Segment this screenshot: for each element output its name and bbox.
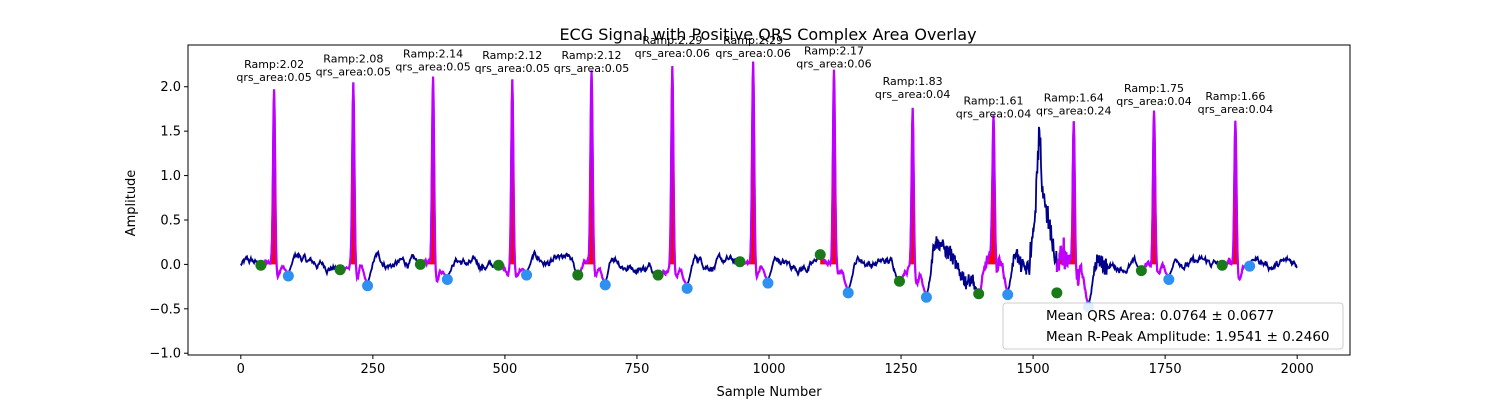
q-onset-marker xyxy=(255,259,267,271)
q-onset-marker xyxy=(334,264,346,276)
x-tick-label: 0 xyxy=(237,362,245,377)
qrs-area-annotation: qrs_area:0.05 xyxy=(316,66,391,79)
s-offset-marker xyxy=(282,270,294,282)
s-offset-marker xyxy=(521,269,533,281)
qrs-segment-line xyxy=(899,107,927,295)
y-tick-label: −0.5 xyxy=(149,302,181,317)
qrs-area-annotation: qrs_area:0.06 xyxy=(635,47,710,60)
qrs-area-annotation: qrs_area:0.05 xyxy=(475,62,550,75)
r-amplitude-annotation: Ramp:2.12 xyxy=(482,49,542,62)
q-onset-marker xyxy=(652,269,664,281)
beat-annotations: Ramp:2.02qrs_area:0.05Ramp:2.08qrs_area:… xyxy=(236,34,1273,120)
qrs-segment-line xyxy=(1141,110,1170,277)
qrs-area-annotation: qrs_area:0.04 xyxy=(875,88,950,101)
qrs-segment-line xyxy=(498,79,528,278)
x-tick-label: 1250 xyxy=(884,362,917,377)
r-amplitude-annotation: Ramp:2.08 xyxy=(323,53,383,66)
qrs-segment-line xyxy=(819,69,849,291)
qrs-area-fill xyxy=(577,70,606,265)
qrs-area-annotation: qrs_area:0.05 xyxy=(236,71,311,84)
legend-entry-mean-qrs-area: Mean QRS Area: 0.0764 ± 0.0677 xyxy=(1046,308,1274,324)
r-amplitude-annotation: Ramp:1.75 xyxy=(1124,82,1184,95)
qrs-area-annotation: qrs_area:0.24 xyxy=(1036,105,1111,118)
r-amplitude-annotation: Ramp:2.29 xyxy=(642,34,702,47)
qrs-area-annotation: qrs_area:0.04 xyxy=(956,107,1031,120)
qrs-segment-line xyxy=(978,115,1009,295)
y-tick-label: 0.0 xyxy=(160,258,181,273)
s-offset-marker xyxy=(1244,260,1256,272)
q-onset-marker xyxy=(893,275,905,287)
x-tick-label: 750 xyxy=(625,362,650,377)
r-amplitude-annotation: Ramp:2.29 xyxy=(723,34,783,47)
qrs-area-annotation: qrs_area:0.05 xyxy=(395,60,470,73)
q-onset-marker xyxy=(1051,287,1063,299)
x-tick-label: 1500 xyxy=(1017,362,1050,377)
s-offset-marker xyxy=(599,279,611,291)
r-amplitude-annotation: Ramp:2.17 xyxy=(804,45,864,58)
x-tick-label: 1000 xyxy=(752,362,785,377)
qrs-segment-line xyxy=(577,70,606,283)
qrs-segment-line xyxy=(420,76,448,284)
s-offset-marker xyxy=(762,277,774,289)
r-amplitude-annotation: Ramp:1.64 xyxy=(1044,92,1104,105)
s-offset-marker xyxy=(441,273,453,285)
x-axis: 0 250 500 750 1000 1250 1500 1750 2000 xyxy=(237,355,1314,377)
r-amplitude-annotation: Ramp:1.61 xyxy=(963,94,1023,107)
plot-area xyxy=(240,61,1298,313)
r-amplitude-annotation: Ramp:2.14 xyxy=(403,47,463,60)
x-tick-label: 1750 xyxy=(1149,362,1182,377)
q-onset-marker xyxy=(1135,265,1147,277)
x-axis-label: Sample Number xyxy=(716,385,822,400)
q-onset-marker xyxy=(973,288,985,300)
legend: Mean QRS Area: 0.0764 ± 0.0677 Mean R-Pe… xyxy=(1002,302,1344,350)
r-amplitude-annotation: Ramp:2.02 xyxy=(244,58,304,71)
y-tick-label: 1.0 xyxy=(160,169,181,184)
r-amplitude-annotation: Ramp:1.83 xyxy=(883,75,943,88)
qrs-area-annotation: qrs_area:0.04 xyxy=(1116,95,1191,108)
s-offset-marker xyxy=(362,280,374,292)
qrs-area-annotation: qrs_area:0.06 xyxy=(796,58,871,71)
q-onset-marker xyxy=(1216,259,1228,271)
y-axis: −1.0 −0.5 0.0 0.5 1.0 1.5 2.0 xyxy=(149,80,188,362)
y-tick-label: 1.5 xyxy=(160,125,181,140)
x-tick-label: 500 xyxy=(492,362,517,377)
y-tick-label: −1.0 xyxy=(149,347,181,362)
q-onset-marker xyxy=(572,269,584,281)
q-onset-marker xyxy=(734,256,746,268)
x-tick-label: 2000 xyxy=(1281,362,1314,377)
legend-entry-mean-r-peak: Mean R-Peak Amplitude: 1.9541 ± 0.2460 xyxy=(1046,329,1330,345)
qrs-area-annotation: qrs_area:0.05 xyxy=(554,62,629,75)
legend-box xyxy=(1002,302,1344,350)
q-onset-marker xyxy=(814,249,826,261)
qrs-area-annotation: qrs_area:0.04 xyxy=(1198,103,1273,116)
qrs-segment-line xyxy=(1055,121,1089,304)
s-offset-marker xyxy=(681,282,693,294)
r-amplitude-annotation: Ramp:2.12 xyxy=(562,49,622,62)
s-offset-marker xyxy=(1002,289,1014,301)
y-tick-label: 0.5 xyxy=(160,213,181,228)
q-onset-marker xyxy=(493,259,505,271)
q-onset-marker xyxy=(414,258,426,270)
chart-title: ECG Signal with Positive QRS Complex Are… xyxy=(559,25,976,44)
s-offset-marker xyxy=(842,287,854,299)
r-amplitude-annotation: Ramp:1.66 xyxy=(1205,90,1265,103)
qrs-area-annotation: qrs_area:0.06 xyxy=(715,47,790,60)
s-offset-marker xyxy=(920,291,932,303)
y-axis-label: Amplitude xyxy=(124,170,139,237)
y-tick-label: 2.0 xyxy=(160,80,181,95)
s-offset-marker xyxy=(1163,273,1175,285)
qrs-markers xyxy=(255,249,1256,313)
x-tick-label: 250 xyxy=(360,362,385,377)
qrs-segment-line xyxy=(260,89,289,281)
